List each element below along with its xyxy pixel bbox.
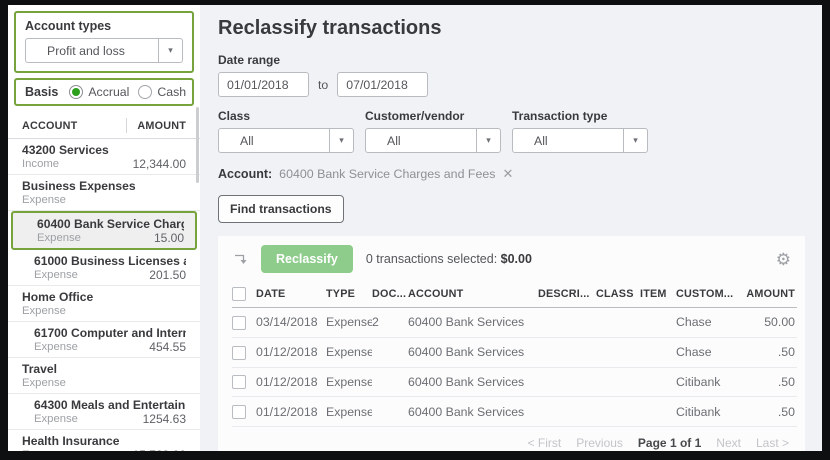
account-row[interactable]: 64300 Meals and Entertainment Expense125…: [8, 394, 200, 430]
basis-radio-cash[interactable]: Cash: [138, 85, 186, 99]
table-header-amount: AMOUNT: [738, 281, 797, 308]
row-checkbox[interactable]: [232, 315, 246, 330]
account-row[interactable]: Travel Expense: [8, 358, 200, 394]
accounts-list-header: ACCOUNT AMOUNT: [8, 112, 200, 139]
table-header-account: ACCOUNT: [408, 281, 538, 308]
table-header-item: ITEM: [640, 281, 676, 308]
account-types-caret-segment[interactable]: ▾: [158, 39, 182, 62]
row-checkbox[interactable]: [232, 405, 246, 419]
table-header-doc: DOC...: [372, 281, 408, 308]
reclassify-button[interactable]: Reclassify: [261, 245, 353, 273]
date-range-row: to: [218, 72, 805, 97]
page-title: Reclassify transactions: [218, 17, 442, 39]
transaction-type-select[interactable]: All ▾: [512, 128, 648, 153]
account-row[interactable]: 61000 Business Licenses and Fees Expense…: [8, 250, 200, 286]
pagination-previous[interactable]: Previous: [576, 436, 623, 450]
pagination-last[interactable]: Last >: [755, 436, 789, 450]
transactions-toolbar: Reclassify 0 transactions selected: $0.0…: [218, 236, 805, 281]
find-transactions-button[interactable]: Find transactions: [218, 195, 344, 223]
customer-vendor-select[interactable]: All ▾: [365, 128, 501, 153]
row-checkbox[interactable]: [232, 375, 246, 390]
account-chip-value: 60400 Bank Service Charges and Fees: [279, 167, 496, 181]
radio-selected-icon: [69, 85, 84, 99]
table-header-row: DATE TYPE DOC... ACCOUNT DESCRI... CLASS…: [232, 281, 797, 308]
account-chip-label: Account:: [218, 167, 273, 181]
transactions-table: DATE TYPE DOC... ACCOUNT DESCRI... CLASS…: [232, 281, 797, 427]
chevron-down-icon: ▾: [168, 45, 173, 55]
transactions-table-wrap: DATE TYPE DOC... ACCOUNT DESCRI... CLASS…: [218, 281, 805, 427]
account-filter-chip: Account: 60400 Bank Service Charges and …: [218, 166, 805, 182]
account-row[interactable]: 43200 Services Income 12,344.00: [8, 139, 200, 175]
basis-radio-accrual[interactable]: Accrual: [69, 85, 129, 99]
account-row[interactable]: Business Expenses Expense: [8, 175, 200, 211]
account-column-header: ACCOUNT: [22, 119, 78, 132]
table-row[interactable]: 01/12/2018 Expense 60400 Bank Services C…: [232, 396, 797, 427]
selection-amount: $0.00: [500, 252, 532, 266]
filter-customer-vendor: Customer/vendor All ▾: [365, 109, 501, 153]
selection-status: 0 transactions selected: $0.00: [365, 252, 532, 266]
account-row[interactable]: 61700 Computer and Internet Expense 454.5…: [8, 322, 200, 358]
table-row[interactable]: 01/12/2018 Expense 60400 Bank Services C…: [232, 337, 797, 368]
account-types-select[interactable]: Profit and loss ▾: [25, 38, 183, 63]
table-header-description: DESCRI...: [538, 281, 596, 308]
gear-icon[interactable]: ⚙: [775, 249, 791, 269]
accounts-list: 43200 Services Income 12,344.00 Business …: [8, 139, 200, 451]
close-icon[interactable]: ✕: [502, 166, 514, 181]
table-header-class: CLASS: [596, 281, 640, 308]
table-row[interactable]: 01/12/2018 Expense 60400 Bank Services C…: [232, 367, 797, 398]
account-row-selected[interactable]: 60400 Bank Service Charges and ... Expen…: [11, 211, 197, 250]
table-header-date: DATE: [256, 281, 326, 308]
table-header-type: TYPE: [326, 281, 372, 308]
radio-unselected-icon: [138, 85, 153, 99]
date-from-input[interactable]: [218, 72, 309, 97]
transactions-card: Reclassify 0 transactions selected: $0.0…: [218, 236, 805, 451]
column-divider: [126, 118, 128, 133]
basis-label: Basis: [25, 85, 59, 99]
pagination-first[interactable]: < First: [527, 436, 562, 450]
pagination-page-indicator: Page 1 of 1: [637, 436, 702, 450]
account-types-box: Account types Profit and loss ▾: [14, 11, 194, 73]
chevron-down-icon: ▾: [339, 135, 344, 145]
amount-column-header: AMOUNT: [137, 119, 186, 132]
filter-class: Class All ▾: [218, 109, 354, 153]
date-to-input[interactable]: [337, 72, 429, 97]
account-types-value: Profit and loss: [47, 43, 125, 58]
chevron-down-icon: ▾: [633, 135, 638, 145]
chevron-down-icon: ▾: [486, 135, 491, 145]
basis-box: Basis Accrual Cash: [14, 78, 194, 106]
date-to-word: to: [318, 77, 329, 92]
row-checkbox[interactable]: [232, 345, 246, 360]
pagination: < First Previous Page 1 of 1 Next Last >: [218, 427, 805, 451]
filter-transaction-type: Transaction type All ▾: [512, 109, 648, 153]
main-panel: Reclassify transactions Date range to Cl…: [200, 5, 822, 451]
pagination-next[interactable]: Next: [716, 436, 741, 450]
app-window: Account types Profit and loss ▾ Basis Ac…: [8, 5, 822, 451]
sidebar-scrollbar[interactable]: [196, 107, 199, 183]
table-header-customer: CUSTOM...: [676, 281, 738, 308]
class-select[interactable]: All ▾: [218, 128, 354, 153]
account-row[interactable]: Home Office Expense: [8, 286, 200, 322]
move-down-arrow-icon[interactable]: [232, 251, 249, 268]
accounts-sidebar: Account types Profit and loss ▾ Basis Ac…: [8, 5, 200, 451]
table-row[interactable]: 03/14/2018 Expense 2 60400 Bank Services…: [232, 307, 797, 338]
account-types-label: Account types: [25, 19, 112, 33]
filters-row: Class All ▾ Customer/vendor All ▾ Transa…: [218, 109, 805, 153]
date-range-label: Date range: [218, 53, 281, 67]
select-all-checkbox[interactable]: [232, 287, 246, 301]
